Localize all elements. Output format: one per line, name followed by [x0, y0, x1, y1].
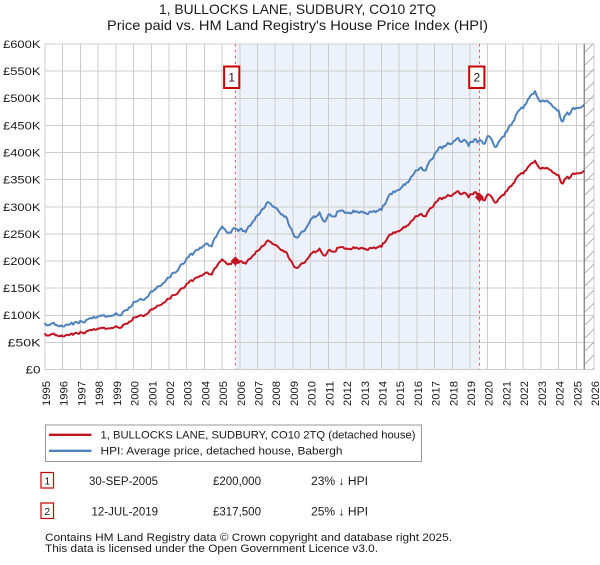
svg-text:2026: 2026 — [590, 381, 600, 406]
svg-text:2: 2 — [473, 71, 480, 85]
svg-text:2023: 2023 — [537, 381, 549, 406]
svg-text:2018: 2018 — [448, 381, 460, 406]
svg-text:2008: 2008 — [271, 381, 283, 406]
svg-text:£400K: £400K — [3, 148, 41, 160]
svg-text:1995: 1995 — [41, 381, 53, 406]
svg-text:2020: 2020 — [484, 381, 496, 406]
svg-text:1998: 1998 — [94, 381, 106, 406]
svg-text:23% ↓ HPI: 23% ↓ HPI — [311, 476, 368, 488]
svg-text:2025: 2025 — [572, 381, 584, 406]
svg-text:Contains HM Land Registry data: Contains HM Land Registry data © Crown c… — [45, 532, 452, 544]
svg-text:£0: £0 — [26, 365, 41, 377]
svg-text:2015: 2015 — [395, 381, 407, 406]
svg-text:2002: 2002 — [165, 381, 177, 406]
svg-text:2017: 2017 — [431, 381, 443, 406]
svg-text:2000: 2000 — [130, 381, 142, 406]
svg-text:£200K: £200K — [3, 256, 41, 268]
svg-text:1, BULLOCKS LANE, SUDBURY, CO1: 1, BULLOCKS LANE, SUDBURY, CO10 2TQ — [159, 1, 436, 17]
svg-text:1: 1 — [44, 476, 50, 488]
svg-text:£500K: £500K — [3, 93, 41, 105]
svg-text:2: 2 — [44, 506, 50, 518]
svg-text:1997: 1997 — [76, 381, 88, 406]
svg-text:2003: 2003 — [183, 381, 195, 406]
svg-text:2012: 2012 — [342, 381, 354, 406]
svg-text:£350K: £350K — [3, 175, 41, 187]
svg-text:2022: 2022 — [519, 381, 531, 406]
svg-text:Price paid vs. HM Land Registr: Price paid vs. HM Land Registry's House … — [107, 17, 488, 33]
svg-text:£300K: £300K — [3, 202, 41, 214]
svg-text:This data is licensed under th: This data is licensed under the Open Gov… — [45, 543, 378, 555]
svg-text:2010: 2010 — [307, 381, 319, 406]
svg-text:2011: 2011 — [324, 381, 336, 406]
svg-text:2019: 2019 — [466, 381, 478, 406]
svg-text:12-JUL-2019: 12-JUL-2019 — [92, 506, 158, 518]
svg-text:1996: 1996 — [59, 381, 71, 406]
svg-text:2007: 2007 — [254, 381, 266, 406]
svg-text:1, BULLOCKS LANE, SUDBURY, CO1: 1, BULLOCKS LANE, SUDBURY, CO10 2TQ (det… — [101, 430, 416, 442]
svg-text:30-SEP-2005: 30-SEP-2005 — [89, 476, 158, 488]
svg-text:2009: 2009 — [289, 381, 301, 406]
svg-text:2006: 2006 — [236, 381, 248, 406]
svg-text:2021: 2021 — [502, 381, 514, 406]
svg-text:2013: 2013 — [360, 381, 372, 406]
svg-text:£50K: £50K — [8, 337, 42, 349]
svg-text:HPI: Average price, detached h: HPI: Average price, detached house, Babe… — [101, 446, 343, 458]
svg-text:2004: 2004 — [200, 381, 212, 406]
svg-text:2005: 2005 — [218, 381, 230, 406]
svg-text:£450K: £450K — [3, 120, 41, 132]
svg-text:25% ↓ HPI: 25% ↓ HPI — [311, 506, 368, 518]
svg-text:2024: 2024 — [555, 381, 567, 406]
svg-text:2001: 2001 — [147, 381, 159, 406]
svg-text:1: 1 — [228, 71, 235, 85]
svg-text:2014: 2014 — [378, 381, 390, 406]
svg-text:£550K: £550K — [3, 66, 41, 78]
svg-text:£200,000: £200,000 — [213, 476, 261, 488]
svg-text:£250K: £250K — [3, 229, 41, 241]
svg-text:£600K: £600K — [3, 39, 41, 51]
svg-text:1999: 1999 — [112, 381, 124, 406]
svg-text:£317,500: £317,500 — [213, 506, 261, 518]
svg-text:2016: 2016 — [413, 381, 425, 406]
svg-text:£100K: £100K — [3, 310, 41, 322]
svg-text:£150K: £150K — [3, 283, 41, 295]
